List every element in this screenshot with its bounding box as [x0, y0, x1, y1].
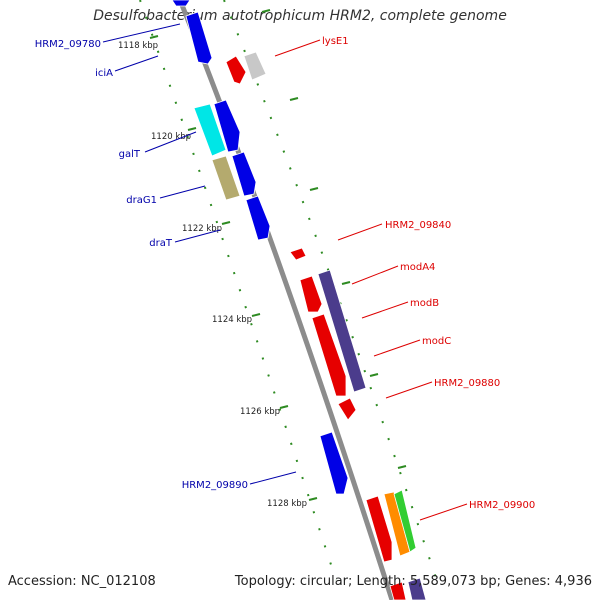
gene-feature-g5[interactable]	[213, 99, 241, 153]
gene-label-iciA[interactable]: iciA	[95, 68, 113, 79]
tick-1124	[251, 313, 261, 317]
gene-feature-g14[interactable]	[319, 431, 349, 495]
gene-feature-g12[interactable]	[311, 313, 347, 397]
gene-label-draT[interactable]: draT	[149, 238, 173, 249]
gene-feature-g13[interactable]	[337, 397, 357, 421]
gene-feature-g18[interactable]	[389, 581, 407, 600]
gene-feature-g0[interactable]	[171, 0, 191, 7]
accession-text: Accession: NC_012108	[8, 574, 156, 589]
gene-feature-g9[interactable]	[289, 247, 307, 261]
gene-feature-g11[interactable]	[317, 269, 367, 393]
tick-1128	[308, 497, 318, 501]
gene-label-HRM2_09900[interactable]: HRM2_09900	[469, 500, 535, 511]
gene-label-draG1[interactable]: draG1	[126, 195, 157, 206]
gene-feature-g17[interactable]	[393, 489, 417, 553]
gene-label-HRM2_09840[interactable]: HRM2_09840	[385, 220, 451, 231]
tick-1126	[279, 405, 289, 409]
tick-label: 1124 kbp	[212, 315, 252, 325]
gene-feature-g7[interactable]	[231, 151, 257, 197]
gene-feature-g4[interactable]	[193, 103, 227, 157]
tick-1120	[187, 127, 197, 131]
gene-label-HRM2_09780[interactable]: HRM2_09780	[35, 39, 101, 50]
tick-label: 1126 kbp	[240, 407, 280, 417]
gene-label-HRM2_09890[interactable]: HRM2_09890	[182, 480, 248, 491]
tick-label: 1120 kbp	[151, 132, 191, 142]
gene-feature-g10[interactable]	[299, 275, 323, 313]
gene-label-modA4[interactable]: modA4	[400, 262, 435, 273]
gene-label-modC[interactable]: modC	[422, 336, 451, 347]
tick-1122	[221, 221, 231, 225]
tick-label: 1128 kbp	[267, 499, 307, 509]
backbone	[177, 0, 395, 600]
gene-feature-g15[interactable]	[365, 495, 393, 563]
reverse-gene-labels: lysE1 HRM2_09840 modA4 modB modC HRM2_09…	[322, 36, 535, 511]
topology-text: Topology: circular; Length: 5,589,073 bp…	[234, 574, 592, 589]
tick-label: 1122 kbp	[182, 224, 222, 234]
gene-label-HRM2_09880[interactable]: HRM2_09880	[434, 378, 500, 389]
gene-feature-g1[interactable]	[185, 11, 213, 65]
forward-gene-labels: HRM2_09780 iciA galT draG1 draT HRM2_098…	[35, 39, 248, 491]
gene-label-modB[interactable]: modB	[410, 298, 439, 309]
tick-label: 1118 kbp	[118, 41, 158, 51]
gene-feature-g8[interactable]	[245, 195, 271, 241]
tick-1118	[149, 35, 159, 39]
gene-feature-g19[interactable]	[407, 577, 427, 600]
gene-feature-g2[interactable]	[225, 55, 247, 85]
gene-label-lysE1[interactable]: lysE1	[322, 36, 349, 47]
gene-feature-g3[interactable]	[243, 51, 267, 81]
gene-features	[171, 0, 427, 600]
gene-feature-g6[interactable]	[211, 155, 241, 201]
scale-ticks: 1118 kbp 1120 kbp 1122 kbp 1124 kbp 1126…	[118, 9, 407, 509]
leader-lines	[102, 23, 468, 521]
gene-label-galT[interactable]: galT	[119, 149, 141, 160]
